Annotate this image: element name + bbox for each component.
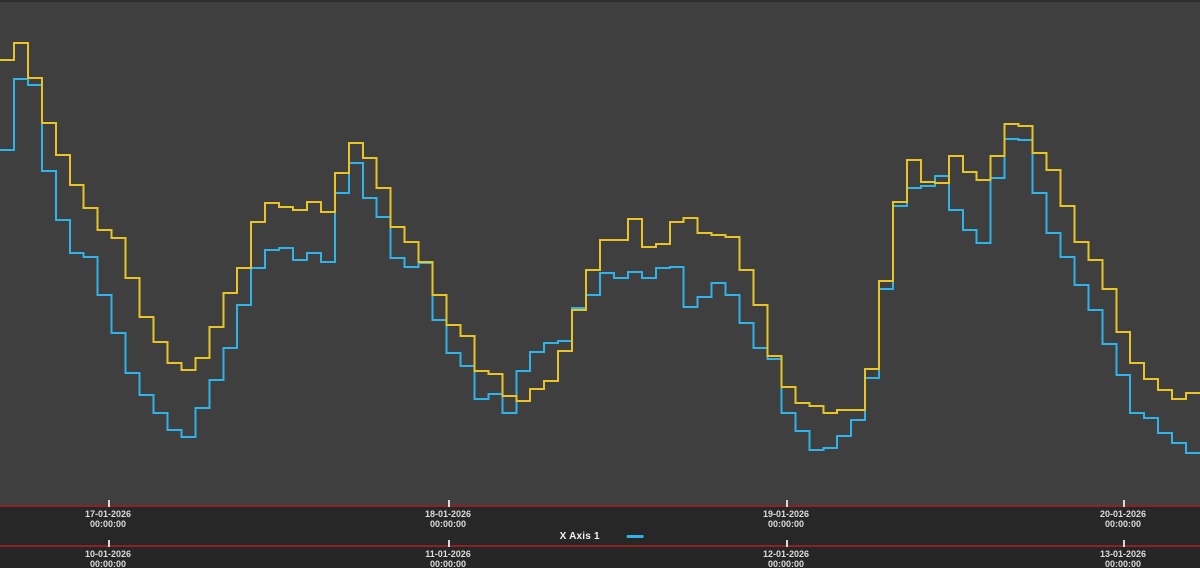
- series-cyan-line[interactable]: [0, 78, 1200, 454]
- axis-tick-mark: [448, 540, 450, 547]
- axis-tick-label: 12-01-2026 00:00:00: [762, 549, 810, 568]
- axis-tick-mark: [108, 540, 110, 547]
- axis-tick-label: 17-01-2026 00:00:00: [84, 509, 132, 529]
- plot-area[interactable]: [0, 0, 1200, 505]
- cyan-series-swatch-icon: [626, 535, 644, 538]
- x-axis-1: X Axis 1 17-01-2026 00:00:00 18-01-2026 0…: [0, 500, 1200, 545]
- axis-tick-mark: [1123, 500, 1125, 507]
- top-edge-border: [0, 0, 1200, 2]
- x-axis-2: 10-01-2026 00:00:00 11-01-2026 00:00:00 12…: [0, 540, 1200, 568]
- axis-tick-mark: [786, 500, 788, 507]
- axis-tick-label: 18-01-2026 00:00:00: [424, 509, 472, 529]
- axis-tick-mark: [1123, 540, 1125, 547]
- axis-tick-label: 13-01-2026 00:00:00: [1099, 549, 1147, 568]
- step-chart-svg: [0, 42, 1200, 454]
- axis-tick-label: 20-01-2026 00:00:00: [1099, 509, 1147, 529]
- axis-tick-label: 10-01-2026 00:00:00: [84, 549, 132, 568]
- axis-tick-label: 11-01-2026 00:00:00: [425, 549, 471, 568]
- series-yellow-line[interactable]: [0, 42, 1200, 414]
- axis-tick-mark: [108, 500, 110, 507]
- axis-tick-mark: [786, 540, 788, 547]
- x-axis-1-legend-label: X Axis 1: [559, 531, 600, 542]
- x-axis-1-legend[interactable]: X Axis 1: [560, 531, 644, 542]
- axis-tick-label: 19-01-2026 00:00:00: [762, 509, 810, 529]
- axis-tick-mark: [448, 500, 450, 507]
